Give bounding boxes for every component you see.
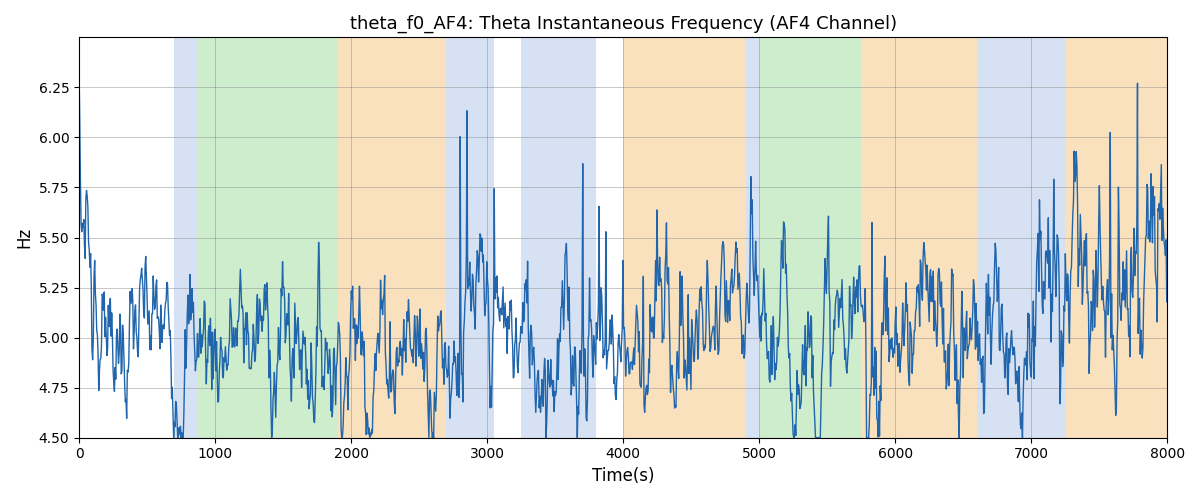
Bar (446, 38, 494, 438)
Bar (862, 38, 977, 438)
Bar (745, 38, 760, 438)
Bar (337, 38, 446, 438)
Title: theta_f0_AF4: Theta Instantaneous Frequency (AF4 Channel): theta_f0_AF4: Theta Instantaneous Freque… (349, 15, 896, 34)
Bar (174, 38, 197, 438)
Bar (623, 38, 745, 438)
Bar (197, 38, 337, 438)
Bar (977, 38, 1066, 438)
X-axis label: Time(s): Time(s) (592, 467, 654, 485)
Bar (1066, 38, 1181, 438)
Bar (521, 38, 596, 438)
Bar (760, 38, 862, 438)
Y-axis label: Hz: Hz (14, 227, 32, 248)
